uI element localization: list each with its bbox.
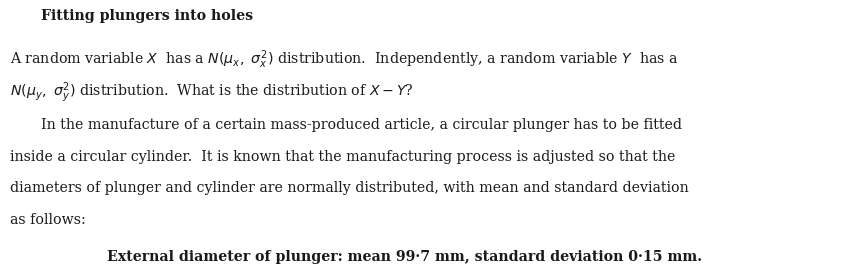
Text: inside a circular cylinder.  It is known that the manufacturing process is adjus: inside a circular cylinder. It is known … [10,150,675,164]
Text: In the manufacture of a certain mass-produced article, a circular plunger has to: In the manufacture of a certain mass-pro… [41,118,682,132]
Text: External diameter of plunger: mean 99·7 mm, standard deviation 0·15 mm.: External diameter of plunger: mean 99·7 … [107,250,703,264]
Text: diameters of plunger and cylinder are normally distributed, with mean and standa: diameters of plunger and cylinder are no… [10,181,689,195]
Text: A random variable $X$  has a $N(\mu_x,\ \sigma_x^2)$ distribution.  Independentl: A random variable $X$ has a $N(\mu_x,\ \… [10,49,679,71]
Text: as follows:: as follows: [10,213,86,227]
Text: $N(\mu_y,\ \sigma_y^2)$ distribution.  What is the distribution of $X-Y$?: $N(\mu_y,\ \sigma_y^2)$ distribution. Wh… [10,80,414,105]
Text: Fitting plungers into holes: Fitting plungers into holes [41,9,253,23]
